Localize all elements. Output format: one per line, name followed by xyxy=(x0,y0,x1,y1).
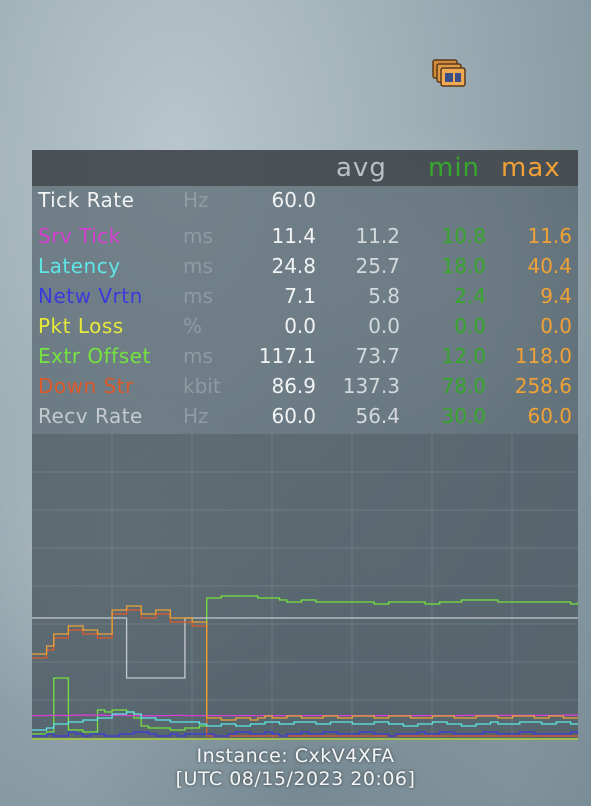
stat-max: 0.0 xyxy=(540,314,572,338)
stat-row-pkt-loss: Pkt Loss % 0.0 0.0 0.0 0.0 xyxy=(32,312,578,342)
netgraph-svg xyxy=(32,434,578,740)
stat-name: Recv Rate xyxy=(38,404,143,428)
stat-row-netw-vrtn: Netw Vrtn ms 7.1 5.8 2.4 9.4 xyxy=(32,282,578,312)
stats-header: avg min max xyxy=(32,150,578,186)
stat-avg: 0.0 xyxy=(368,314,400,338)
stat-avg: 56.4 xyxy=(355,404,400,428)
stat-max: 11.6 xyxy=(527,224,572,248)
stat-min: 78.0 xyxy=(441,374,486,398)
stat-max: 258.6 xyxy=(514,374,572,398)
net-stats-panel: avg min max Tick Rate Hz 60.0 Srv Tick m… xyxy=(32,150,578,740)
stat-unit: % xyxy=(183,314,203,338)
stat-row-extr-offset: Extr Offset ms 117.1 73.7 12.0 118.0 xyxy=(32,342,578,372)
avg-header: avg xyxy=(336,153,387,183)
series-line-6 xyxy=(32,731,578,737)
series-line-4 xyxy=(32,605,578,721)
stat-row-tick-rate: Tick Rate Hz 60.0 xyxy=(32,186,578,216)
stat-unit: ms xyxy=(183,224,213,248)
stat-min: 12.0 xyxy=(441,344,486,368)
series-line-0 xyxy=(32,595,578,735)
stat-unit: Hz xyxy=(183,404,209,428)
stat-name: Down Str xyxy=(38,374,134,398)
netgraph-plot xyxy=(32,434,578,740)
stat-unit: Hz xyxy=(183,188,209,212)
stat-name: Netw Vrtn xyxy=(38,284,143,308)
stat-name: Tick Rate xyxy=(38,188,135,212)
stat-avg: 11.2 xyxy=(355,224,400,248)
stat-current: 7.1 xyxy=(284,284,316,308)
max-header: max xyxy=(501,153,561,183)
stat-name: Pkt Loss xyxy=(38,314,124,338)
instance-label: Instance: CxkV4XFA xyxy=(196,745,395,767)
series-line-1 xyxy=(32,617,578,679)
stat-max: 9.4 xyxy=(540,284,572,308)
utc-timestamp: [UTC 08/15/2023 20:06] xyxy=(175,768,416,790)
stat-name: Extr Offset xyxy=(38,344,151,368)
series-line-5 xyxy=(32,711,578,731)
stat-min: 2.4 xyxy=(454,284,486,308)
stat-max: 118.0 xyxy=(514,344,572,368)
stat-current: 60.0 xyxy=(271,188,316,212)
stat-current: 60.0 xyxy=(271,404,316,428)
stat-avg: 137.3 xyxy=(342,374,400,398)
stat-current: 0.0 xyxy=(284,314,316,338)
stat-avg: 25.7 xyxy=(355,254,400,278)
stat-unit: ms xyxy=(183,344,213,368)
stat-max: 40.4 xyxy=(527,254,572,278)
stat-current: 117.1 xyxy=(258,344,316,368)
stat-avg: 5.8 xyxy=(368,284,400,308)
stat-min: 18.0 xyxy=(441,254,486,278)
stat-row-latency: Latency ms 24.8 25.7 18.0 40.4 xyxy=(32,252,578,282)
stacked-windows-icon[interactable] xyxy=(431,58,471,90)
stat-name: Srv Tick xyxy=(38,224,121,248)
stat-unit: ms xyxy=(183,284,213,308)
stat-name: Latency xyxy=(38,254,121,278)
stat-min: 0.0 xyxy=(454,314,486,338)
stat-current: 24.8 xyxy=(271,254,316,278)
series-line-3 xyxy=(32,609,578,737)
stat-max: 60.0 xyxy=(527,404,572,428)
stat-row-srv-tick: Srv Tick ms 11.4 11.2 10.8 11.6 xyxy=(32,222,578,252)
stat-min: 30.0 xyxy=(441,404,486,428)
stat-unit: ms xyxy=(183,254,213,278)
stat-avg: 73.7 xyxy=(355,344,400,368)
min-header: min xyxy=(428,153,481,183)
stat-row-down-str: Down Str kbit 86.9 137.3 78.0 258.6 xyxy=(32,372,578,402)
stat-current: 11.4 xyxy=(271,224,316,248)
stat-min: 10.8 xyxy=(441,224,486,248)
stat-row-recv-rate: Recv Rate Hz 60.0 56.4 30.0 60.0 xyxy=(32,402,578,432)
stat-unit: kbit xyxy=(183,374,221,398)
stat-current: 86.9 xyxy=(271,374,316,398)
